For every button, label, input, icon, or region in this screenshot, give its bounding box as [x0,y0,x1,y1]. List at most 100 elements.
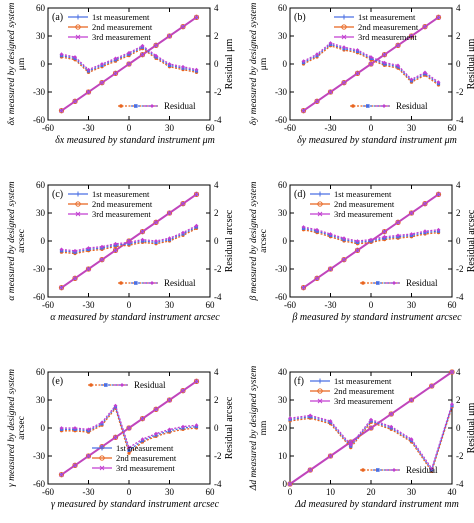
series-point-3 [126,425,132,431]
residual-point-3 [328,232,333,236]
y-axis-label: γ measured by designed system [7,369,17,487]
residual-point-3 [396,63,400,68]
residual-point-3 [167,62,172,66]
series-point-3 [409,210,414,216]
series-point-2 [422,201,428,207]
residual-point-3 [73,55,77,59]
y2-axis-label: Residual μm [224,38,235,89]
series-point-2 [193,378,200,384]
x-tick-label: 60 [206,487,216,497]
series-point-2 [99,80,105,86]
residual-point-1 [127,451,131,455]
residual-point-3 [301,59,306,64]
legend-marker-2 [317,388,323,394]
series-point-2 [300,285,307,291]
x-tick-label: -30 [325,300,337,310]
y-axis-unit: mm [259,420,269,435]
residual-point-3 [86,427,91,432]
panel-label: (c) [52,189,63,200]
panel-label: (b) [294,12,306,23]
series-point-2 [449,369,455,375]
residual-point-3 [194,423,199,428]
residual-legend-label: Residual [406,278,438,288]
series-point-2 [368,61,374,67]
residual-legend-marker-3 [382,104,386,108]
legend-marker-2 [341,24,347,30]
series-point-3 [307,467,313,473]
y2-tick-label: -2 [456,264,464,274]
series-point-3 [368,425,374,431]
residual-legend-label: Residual [134,380,166,390]
residual-line-1 [61,407,197,455]
series-point-2 [429,383,435,389]
x-tick-label: 0 [288,487,293,497]
series-point-3 [341,257,347,262]
residual-point-3 [140,437,145,442]
y-tick-label: 20 [278,423,288,433]
series-point-2 [58,108,65,114]
x-axis-label: β measured by standard instrument arcsec [291,312,462,323]
series-point-2 [126,61,132,67]
x-tick-label: -60 [42,487,54,497]
legend-marker-1 [317,191,323,197]
series-point-2 [435,191,442,197]
y-tick-label: 30 [36,31,46,41]
y2-tick-label: -2 [214,451,222,461]
x-axis-label: δy measured by standard instrument μm [297,135,457,146]
y-tick-label: 0 [41,236,46,246]
residual-point-3 [100,420,104,425]
y-tick-label: 60 [36,180,46,190]
residual-legend-label: Residual [164,101,196,111]
series-point-2 [381,229,388,235]
series-point-2 [126,425,132,431]
legend-marker-1 [317,378,323,384]
series-point-2 [287,481,293,487]
legend-marker-3 [341,34,347,40]
legend-marker-1 [75,191,81,197]
series-point-2 [422,24,428,30]
x-tick-label: 60 [448,123,458,133]
residual-legend-marker-2 [366,104,370,108]
legend-entry: 3rd measurement [92,209,151,219]
residual-line-1 [61,47,197,74]
series-point-3 [153,43,159,48]
y2-tick-label: 4 [456,180,461,190]
x-tick-label: 0 [369,123,374,133]
series-point-3 [99,80,105,85]
residual-point-3 [382,60,387,65]
series-point-2 [153,219,159,225]
series-point-2 [408,210,415,216]
y2-tick-label: 4 [214,367,219,377]
series-point-2 [72,98,78,104]
y2-tick-label: -2 [456,451,464,461]
y-tick-label: 30 [36,208,46,218]
series-point-2 [139,416,146,422]
residual-legend-marker-2 [376,281,380,285]
series-point-2 [327,266,334,272]
residual-legend: Residual [88,380,166,390]
y-tick-label: -60 [275,292,287,302]
y2-axis-label: Residual arcsec [466,209,474,272]
legend-marker-2 [75,24,81,30]
y2-tick-label: 0 [456,59,461,69]
legend-marker-2 [317,201,323,207]
x-tick-label: -60 [284,123,296,133]
series-point-2 [153,42,159,48]
legend-marker-3 [75,211,81,217]
residual-point-3 [59,426,64,430]
residual-point-3 [328,41,333,45]
series-point-2 [193,191,200,197]
series-point-3 [194,192,199,197]
x-tick-label: -30 [83,487,95,497]
legend-marker-3 [99,465,105,471]
series-point-2 [354,247,361,253]
series-point-3 [382,229,387,234]
residual-point-3 [450,402,454,407]
series-point-3 [180,388,186,393]
series-point-2 [314,275,320,281]
series-point-2 [408,397,415,403]
series-point-3 [86,266,91,272]
